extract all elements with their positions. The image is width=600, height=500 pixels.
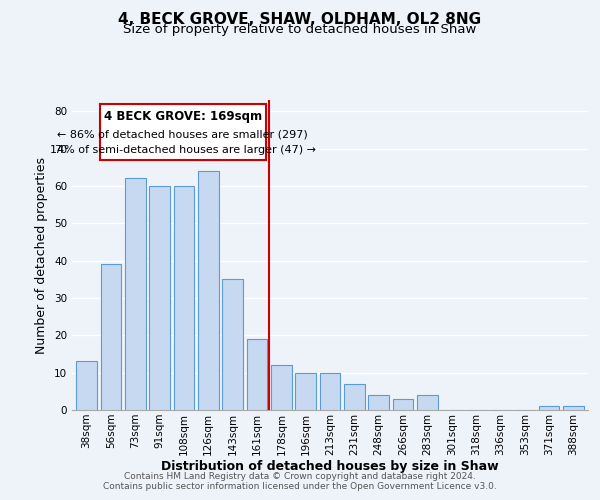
Bar <box>320 372 340 410</box>
Text: 14% of semi-detached houses are larger (47) →: 14% of semi-detached houses are larger (… <box>50 144 316 154</box>
Bar <box>539 406 559 410</box>
Text: Contains public sector information licensed under the Open Government Licence v3: Contains public sector information licen… <box>103 482 497 491</box>
Bar <box>563 406 584 410</box>
Bar <box>344 384 365 410</box>
Bar <box>198 171 218 410</box>
Bar <box>125 178 146 410</box>
Bar <box>100 104 265 160</box>
Text: 4 BECK GROVE: 169sqm: 4 BECK GROVE: 169sqm <box>104 110 262 122</box>
Y-axis label: Number of detached properties: Number of detached properties <box>35 156 49 354</box>
Text: ← 86% of detached houses are smaller (297): ← 86% of detached houses are smaller (29… <box>58 130 308 140</box>
Bar <box>247 339 268 410</box>
Text: Contains HM Land Registry data © Crown copyright and database right 2024.: Contains HM Land Registry data © Crown c… <box>124 472 476 481</box>
Bar <box>76 362 97 410</box>
Bar <box>295 372 316 410</box>
Bar <box>417 395 438 410</box>
Bar <box>368 395 389 410</box>
Text: Size of property relative to detached houses in Shaw: Size of property relative to detached ho… <box>124 22 476 36</box>
Text: 4, BECK GROVE, SHAW, OLDHAM, OL2 8NG: 4, BECK GROVE, SHAW, OLDHAM, OL2 8NG <box>118 12 482 28</box>
Bar <box>101 264 121 410</box>
Bar <box>222 280 243 410</box>
Bar <box>271 365 292 410</box>
Bar <box>173 186 194 410</box>
Bar <box>149 186 170 410</box>
Bar <box>392 399 413 410</box>
X-axis label: Distribution of detached houses by size in Shaw: Distribution of detached houses by size … <box>161 460 499 473</box>
